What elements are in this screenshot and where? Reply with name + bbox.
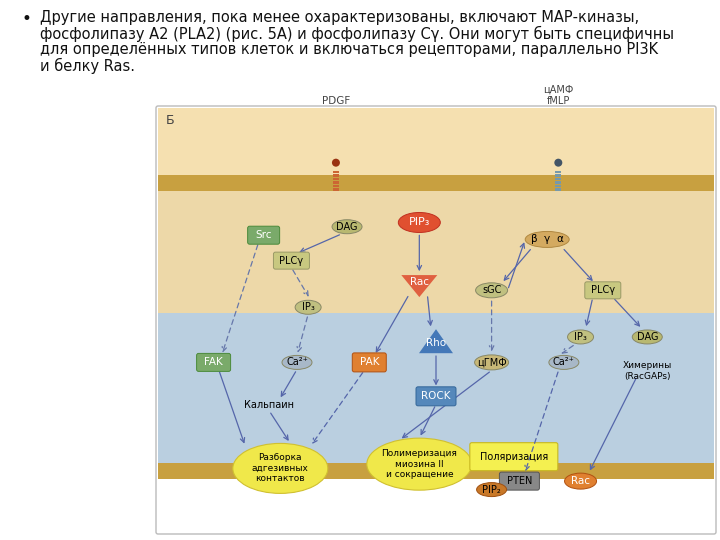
Ellipse shape [295, 300, 321, 314]
Text: •: • [22, 10, 32, 28]
Text: PTEN: PTEN [507, 476, 532, 486]
Bar [333, 174, 339, 177]
Text: IP₃: IP₃ [302, 302, 315, 312]
Text: Разборка
адгезивных
контактов: Разборка адгезивных контактов [252, 454, 309, 483]
Text: цАМФ
fMLP: цАМФ fMLP [543, 84, 574, 106]
Text: Src: Src [256, 230, 272, 240]
Bar [333, 171, 339, 173]
Text: и белку Ras.: и белку Ras. [40, 58, 135, 74]
Text: PLCγ: PLCγ [279, 255, 304, 266]
Ellipse shape [332, 220, 362, 234]
Text: PIP₂: PIP₂ [482, 484, 501, 495]
Text: Полимеризация
миозина II
и сокращение: Полимеризация миозина II и сокращение [382, 449, 457, 479]
Circle shape [332, 159, 340, 167]
Ellipse shape [233, 443, 328, 494]
Bar [333, 178, 339, 180]
Ellipse shape [567, 330, 593, 344]
Text: Химерины
(RacGAPs): Химерины (RacGAPs) [623, 361, 672, 381]
Bar [555, 188, 562, 191]
FancyBboxPatch shape [352, 353, 386, 372]
Bar [158, 313, 714, 463]
Text: Б: Б [166, 114, 175, 127]
FancyBboxPatch shape [416, 387, 456, 406]
Text: Rac: Rac [571, 476, 590, 486]
Text: для определённых типов клеток и включаться рецепторами, параллельно PI3K: для определённых типов клеток и включать… [40, 42, 658, 57]
Ellipse shape [632, 330, 662, 344]
Polygon shape [419, 329, 453, 353]
Bar [158, 174, 714, 191]
Bar [333, 188, 339, 191]
Ellipse shape [282, 355, 312, 369]
Text: Ca²⁺: Ca²⁺ [286, 357, 308, 367]
Text: цГМФ: цГМФ [477, 357, 506, 367]
FancyBboxPatch shape [197, 353, 230, 372]
Text: DAG: DAG [336, 222, 358, 232]
Text: β: β [531, 234, 538, 245]
Ellipse shape [549, 355, 579, 369]
Text: Другие направления, пока менее охарактеризованы, включают МАР-киназы,: Другие направления, пока менее охарактер… [40, 10, 639, 25]
Text: PLCγ: PLCγ [590, 285, 615, 295]
Bar [158, 191, 714, 313]
Text: Кальпаин: Кальпаин [244, 400, 294, 410]
Text: DAG: DAG [636, 332, 658, 342]
Ellipse shape [476, 283, 508, 298]
Text: PIP₃: PIP₃ [409, 218, 430, 227]
Text: Rac: Rac [410, 277, 429, 287]
Text: PAK: PAK [359, 357, 379, 367]
Text: ROCK: ROCK [421, 392, 451, 401]
Ellipse shape [474, 355, 508, 370]
Text: γ: γ [544, 234, 550, 245]
Ellipse shape [366, 438, 472, 490]
Ellipse shape [477, 483, 507, 497]
Text: IP₃: IP₃ [574, 332, 587, 342]
FancyBboxPatch shape [585, 282, 621, 299]
FancyBboxPatch shape [500, 472, 539, 490]
Bar [555, 174, 562, 177]
Text: Поляризация: Поляризация [480, 451, 548, 462]
Bar [158, 108, 714, 174]
Bar [555, 171, 562, 173]
Bar [555, 181, 562, 184]
FancyBboxPatch shape [248, 226, 279, 244]
Text: FAK: FAK [204, 357, 223, 367]
Text: α: α [557, 234, 564, 245]
Ellipse shape [564, 473, 597, 489]
Bar [555, 185, 562, 187]
Ellipse shape [398, 212, 441, 233]
Circle shape [554, 159, 562, 167]
Text: Ca²⁺: Ca²⁺ [553, 357, 575, 367]
Polygon shape [401, 275, 437, 297]
Bar [158, 463, 714, 479]
Text: sGC: sGC [482, 285, 501, 295]
Ellipse shape [525, 232, 570, 247]
Bar [333, 185, 339, 187]
Bar [333, 181, 339, 184]
Bar [555, 178, 562, 180]
Text: фосфолипазу А2 (PLA2) (рис. 5А) и фосфолипазу Cγ. Они могут быть специфичны: фосфолипазу А2 (PLA2) (рис. 5А) и фосфол… [40, 26, 674, 42]
Text: Rho: Rho [426, 338, 446, 348]
FancyBboxPatch shape [274, 252, 310, 269]
Text: PDGF: PDGF [322, 96, 350, 106]
FancyBboxPatch shape [470, 443, 558, 471]
